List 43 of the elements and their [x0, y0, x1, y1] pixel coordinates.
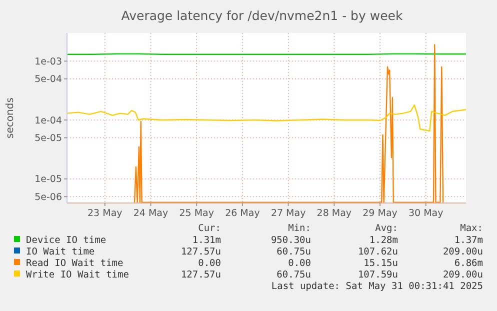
legend-label: Device IO time [26, 235, 106, 246]
text: 1.31m [192, 235, 222, 246]
text: Last update: Sat May 31 00:31:41 2025 [271, 281, 483, 292]
text: 1.28m [369, 235, 398, 246]
text: Avg: [375, 223, 398, 234]
chart-title: Average latency for /dev/nvme2n1 - by week [121, 8, 404, 23]
x-tick-label: 25 May [179, 208, 214, 219]
line-series [134, 44, 444, 203]
y-tick-label: 5e-05 [34, 133, 62, 144]
legend-label: IO Wait time [26, 246, 95, 258]
text: 15.15u [364, 258, 398, 269]
text: 209.00u [442, 270, 483, 280]
x-tick-label: 24 May [133, 208, 168, 219]
text: Max: [460, 223, 483, 234]
text: 60.75u [276, 246, 311, 258]
text: 107.62u [358, 246, 398, 258]
line-series [66, 104, 467, 132]
text: 0.00 [198, 258, 222, 269]
text: 0.00 [288, 258, 312, 269]
text: Min: [288, 223, 311, 234]
x-tick-label: 30 May [408, 208, 444, 219]
text: 209.00u [442, 246, 483, 258]
x-tick-label: 23 May [88, 208, 123, 219]
y-tick-label: 1e-05 [34, 174, 62, 186]
x-tick-label: 29 May [362, 208, 398, 219]
text: 60.75u [276, 270, 311, 280]
text: 1.37m [454, 235, 484, 246]
text: 950.30u [270, 235, 311, 246]
text: Cur: [198, 223, 221, 234]
legend-label: Write IO Wait time [26, 270, 130, 280]
y-axis-title: seconds [5, 98, 16, 138]
text: 107.59u [358, 270, 398, 280]
text: 127.57u [180, 270, 221, 280]
x-tick-label: 27 May [270, 208, 306, 219]
x-tick-label: 26 May [225, 208, 260, 219]
y-tick-label: 5e-04 [34, 74, 62, 86]
x-tick-label: 28 May [316, 208, 352, 219]
text: 127.57u [180, 246, 221, 258]
legend-label: Read IO Wait time [26, 258, 124, 269]
y-tick-label: 1e-04 [34, 115, 62, 126]
text: 6.86m [454, 258, 484, 269]
y-tick-label: 5e-06 [34, 192, 62, 203]
y-tick-label: 1e-03 [34, 56, 62, 68]
